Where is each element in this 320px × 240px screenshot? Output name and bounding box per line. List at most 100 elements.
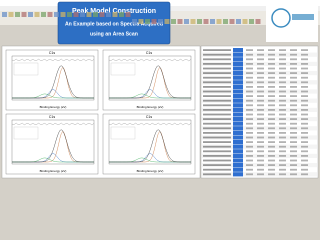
row-cell (257, 86, 264, 88)
row-cell (279, 53, 286, 56)
tool-button[interactable] (28, 12, 33, 17)
tool-button[interactable] (255, 19, 261, 24)
tool-button[interactable] (158, 19, 163, 24)
panel-frame (102, 113, 196, 175)
tool-button[interactable] (21, 12, 27, 17)
tool-button[interactable] (197, 19, 202, 24)
tool-button[interactable] (106, 12, 111, 17)
tool-button[interactable] (164, 19, 170, 24)
logo-ring (271, 8, 291, 28)
row-cell (246, 63, 253, 65)
tool-button[interactable] (73, 12, 79, 17)
row-cell (246, 113, 253, 116)
row-cell (279, 58, 286, 61)
spectrum-panel: C1s Binding Energy (eV) (5, 113, 99, 175)
row-cell (257, 76, 264, 79)
tool-button[interactable] (60, 12, 66, 17)
quant-box (13, 126, 39, 140)
tool-button[interactable] (125, 12, 131, 17)
tool-button[interactable] (249, 19, 254, 24)
tool-button[interactable] (112, 12, 118, 17)
row-cell (257, 90, 264, 93)
tool-button[interactable] (80, 12, 85, 17)
row-cell (279, 86, 286, 88)
row-cell (279, 118, 286, 120)
row-highlight (233, 103, 243, 108)
row-cell (257, 72, 264, 74)
tool-button[interactable] (34, 12, 40, 17)
row-cell (257, 104, 264, 107)
row-name (203, 95, 231, 97)
tool-button[interactable] (41, 12, 46, 17)
tool-button[interactable] (99, 12, 105, 17)
row-cell (246, 95, 253, 97)
tool-button[interactable] (203, 19, 209, 24)
row-cell (290, 155, 297, 157)
row-cell (279, 127, 286, 130)
row-highlight (233, 75, 243, 80)
row-cell (301, 132, 308, 134)
spectrum-panel: C1s Binding Energy (eV) (102, 49, 196, 111)
tool-button[interactable] (145, 19, 150, 24)
tool-button[interactable] (138, 19, 144, 24)
banner-title: Peak Model Construction (72, 8, 156, 15)
tool-button[interactable] (86, 12, 92, 17)
row-cell (246, 76, 253, 79)
row-name (203, 164, 231, 166)
tool-button[interactable] (216, 19, 222, 24)
tool-button[interactable] (8, 12, 14, 17)
row-cell (290, 141, 297, 143)
row-name (203, 104, 231, 107)
row-cell (290, 173, 297, 176)
row-cell (246, 132, 253, 134)
row-cell (301, 164, 308, 166)
row-cell (290, 86, 297, 88)
row-cell (246, 86, 253, 88)
row-cell (301, 99, 308, 102)
tool-button[interactable] (242, 19, 248, 24)
tool-button[interactable] (210, 19, 215, 24)
tool-button[interactable] (171, 19, 176, 24)
tool-button[interactable] (151, 19, 157, 24)
row-highlight (233, 126, 243, 131)
row-highlight (233, 66, 243, 71)
row-cell (246, 104, 253, 107)
row-cell (268, 67, 275, 70)
row-highlight (233, 71, 243, 76)
row-cell (290, 53, 297, 56)
row-cell (268, 145, 275, 148)
tool-button[interactable] (229, 19, 235, 24)
row-cell (246, 90, 253, 93)
row-highlight (233, 163, 243, 168)
tool-button[interactable] (93, 12, 98, 17)
row-cell (257, 173, 264, 176)
row-cell (268, 104, 275, 107)
tool-button[interactable] (15, 12, 20, 17)
residual (108, 122, 192, 126)
row-cell (290, 99, 297, 102)
tool-button[interactable] (177, 19, 183, 24)
row-name (203, 155, 231, 157)
row-cell (279, 150, 286, 153)
row-cell (301, 173, 308, 176)
row-cell (279, 63, 286, 65)
tool-button[interactable] (190, 19, 196, 24)
tool-button[interactable] (132, 19, 137, 24)
tool-button[interactable] (184, 19, 189, 24)
tool-button[interactable] (119, 12, 124, 17)
tool-button[interactable] (223, 19, 228, 24)
tool-button[interactable] (67, 12, 72, 17)
row-cell (257, 168, 264, 171)
row-cell (268, 90, 275, 93)
row-cell (290, 76, 297, 79)
row-cell (301, 86, 308, 88)
row-cell (290, 159, 297, 162)
row-name (203, 86, 231, 88)
row-cell (279, 113, 286, 116)
panel-frame (5, 113, 99, 175)
tool-button[interactable] (47, 12, 53, 17)
screen: Peak Model Construction An Example based… (0, 0, 320, 180)
tool-button[interactable] (2, 12, 7, 17)
tool-button[interactable] (236, 19, 241, 24)
tool-button[interactable] (54, 12, 59, 17)
